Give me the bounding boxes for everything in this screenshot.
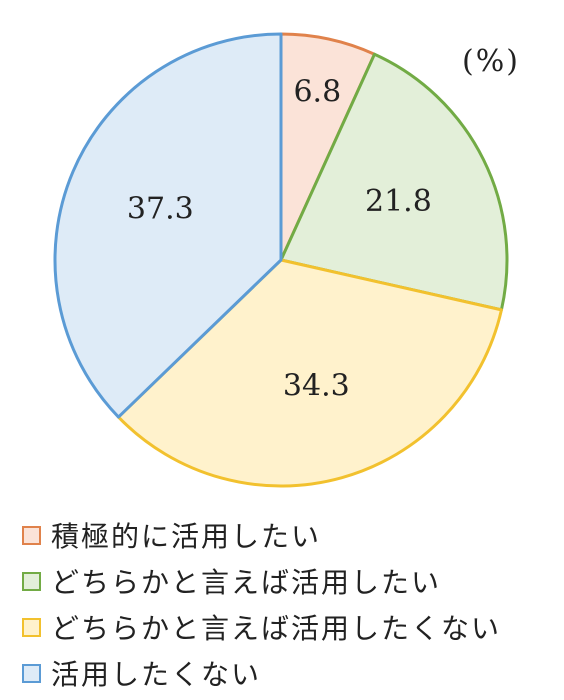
legend-swatch xyxy=(22,571,41,591)
pie-value-labels: 6.8 21.8 34.3 37.3 xyxy=(127,75,432,404)
legend-swatch xyxy=(22,617,41,637)
legend-item: 活用したくない xyxy=(22,650,501,696)
pie-slices xyxy=(53,32,509,488)
legend-item: 積極的に活用したい xyxy=(22,512,501,558)
pie-slice xyxy=(279,52,509,312)
legend-label: どちらかと言えば活用したくない xyxy=(51,612,502,645)
pie-value-label: 34.3 xyxy=(283,369,350,404)
legend: 積極的に活用したい どちらかと言えば活用したい どちらかと言えば活用したくない … xyxy=(22,512,501,696)
pie-value-label: 37.3 xyxy=(127,191,194,226)
legend-label: 活用したくない xyxy=(51,658,262,691)
legend-item: どちらかと言えば活用したくない xyxy=(22,604,501,650)
pie-value-label: 21.8 xyxy=(365,184,432,219)
unit-label: (%) xyxy=(462,44,520,79)
pie-value-label: 6.8 xyxy=(293,75,341,110)
legend-swatch xyxy=(22,525,41,545)
pie-slice xyxy=(116,258,503,488)
legend-item: どちらかと言えば活用したい xyxy=(22,558,501,604)
legend-label: どちらかと言えば活用したい xyxy=(51,566,442,599)
pie-chart: 6.8 21.8 34.3 37.3 xyxy=(53,32,509,488)
pie-slice xyxy=(53,32,283,419)
legend-swatch xyxy=(22,663,41,683)
legend-label: 積極的に活用したい xyxy=(51,520,322,553)
